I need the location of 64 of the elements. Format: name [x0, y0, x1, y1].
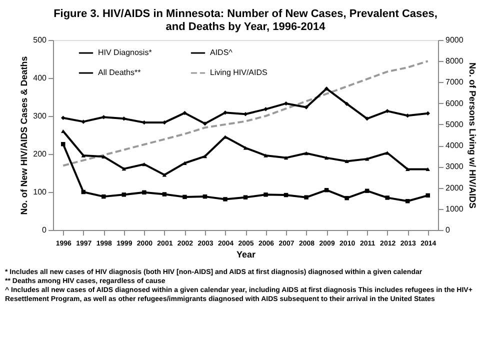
y-tick-label: 200 [33, 150, 48, 158]
point [243, 195, 248, 200]
point [344, 159, 349, 164]
point [81, 120, 86, 124]
point [426, 111, 430, 116]
point [324, 156, 329, 160]
y-tick-label: 100 [33, 188, 48, 196]
point [264, 107, 268, 112]
point [202, 154, 208, 158]
point [364, 116, 370, 121]
point [243, 146, 248, 150]
point [385, 108, 390, 114]
point [162, 192, 167, 196]
y2-tick-label: 1000 [446, 204, 464, 214]
y2-axis-title: No. of Persons Living w/ HIV/AIDS [467, 62, 478, 209]
y-tick-label: 400 [33, 74, 48, 82]
point [385, 196, 390, 200]
point [405, 167, 410, 172]
y2-tick-label: 0 [446, 226, 450, 234]
point [142, 162, 146, 166]
y2-tick-label: 2000 [446, 183, 464, 192]
point [142, 190, 146, 194]
y2-tick-label: 5000 [446, 120, 464, 129]
y2-tick-label: 6000 [446, 98, 464, 108]
point [122, 166, 126, 171]
point [61, 116, 66, 120]
y2-tick-label: 3000 [446, 162, 464, 172]
legend-label: All Deaths** [98, 68, 141, 77]
point [344, 102, 349, 106]
point [426, 167, 430, 172]
point [223, 197, 228, 202]
point [284, 156, 288, 160]
line-series [61, 129, 430, 177]
point [405, 114, 410, 118]
y-tick-label: 0 [42, 226, 48, 234]
point [122, 192, 126, 197]
y-tick-label: 300 [33, 112, 48, 120]
chart-title: Figure 3. HIV/AIDS in Minnesota: Number of New Cases, Prevalent Cases, and Deaths by Year, 1996-2014 [54, 8, 438, 33]
y-tick-label: 500 [33, 36, 48, 44]
point [81, 154, 86, 158]
point [426, 193, 430, 198]
x-axis-title: Year [236, 250, 256, 260]
point [102, 194, 106, 199]
y2-tick-label: 8000 [446, 56, 464, 66]
point [264, 192, 268, 197]
y2-tick-label: 4000 [446, 141, 464, 150]
y2-tick-label: 7000 [446, 78, 464, 87]
point [364, 157, 370, 161]
point [102, 115, 106, 120]
point [344, 196, 349, 200]
y2-tick-label: 9000 [446, 36, 464, 44]
legend-label: AIDS^ [210, 48, 233, 57]
point [61, 142, 66, 146]
line-series [62, 60, 429, 167]
y-axis-title: No. of New HIV/AIDS Cases & Deaths [19, 56, 30, 215]
point [202, 121, 208, 126]
point [304, 151, 308, 156]
legend-label: Living HIV/AIDS [210, 68, 268, 77]
point [304, 195, 308, 200]
point [182, 194, 187, 200]
point [364, 188, 370, 193]
point [264, 154, 268, 158]
legend-label: HIV Diagnosis* [98, 48, 152, 57]
point [324, 86, 329, 91]
